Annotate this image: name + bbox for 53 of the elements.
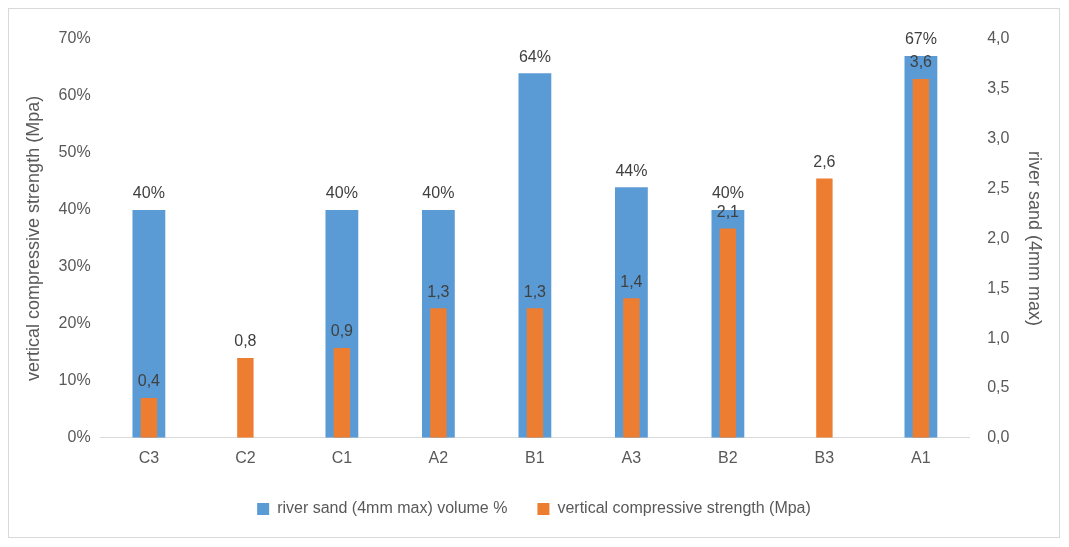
legend-label: vertical compressive strength (Mpa) bbox=[557, 499, 811, 517]
data-label: 1,4 bbox=[620, 272, 643, 290]
y-tick-label: 60% bbox=[58, 86, 91, 104]
bar bbox=[140, 397, 158, 438]
bar bbox=[526, 308, 544, 438]
x-tick-label: B3 bbox=[814, 448, 835, 466]
x-tick-label: C2 bbox=[235, 448, 256, 466]
y-tick-label: 0% bbox=[67, 428, 91, 446]
data-label: 1,3 bbox=[523, 282, 547, 300]
x-tick-label: A2 bbox=[428, 448, 449, 466]
data-label: 67% bbox=[904, 30, 937, 48]
x-tick-label: C3 bbox=[138, 448, 160, 466]
bar bbox=[816, 178, 833, 438]
data-label: 3,6 bbox=[909, 53, 933, 71]
data-label: 40% bbox=[132, 184, 165, 202]
y-tick-label: 10% bbox=[58, 371, 91, 389]
y-tick-label: 40% bbox=[58, 200, 91, 218]
data-label: 64% bbox=[518, 47, 551, 65]
y2-tick-label: 4,0 bbox=[987, 29, 1010, 47]
data-label: 0,4 bbox=[137, 372, 161, 390]
data-label: 2,6 bbox=[813, 152, 836, 170]
y2-tick-label: 2,5 bbox=[987, 178, 1010, 196]
y2-tick-label: 3,0 bbox=[987, 129, 1010, 147]
bar bbox=[237, 358, 254, 438]
y2-tick-label: 2,0 bbox=[987, 228, 1010, 246]
x-tick-label: B1 bbox=[525, 448, 545, 466]
y-axis-title: vertical compressive strength (Mpa) bbox=[22, 95, 43, 381]
y-tick-label: 70% bbox=[58, 29, 91, 47]
data-label: 40% bbox=[422, 184, 455, 202]
x-tick-label: A1 bbox=[911, 448, 931, 466]
y2-axis-title: river sand (4mm max) bbox=[1025, 150, 1046, 326]
y-tick-label: 20% bbox=[58, 314, 91, 332]
data-label: 40% bbox=[325, 184, 358, 202]
bar bbox=[430, 308, 447, 438]
data-label: 40% bbox=[711, 184, 744, 202]
y-tick-label: 30% bbox=[58, 257, 91, 275]
data-label: 44% bbox=[615, 161, 648, 179]
y-tick-label: 50% bbox=[58, 143, 91, 161]
y2-tick-label: 3,5 bbox=[987, 79, 1010, 97]
x-tick-label: A3 bbox=[621, 448, 642, 466]
legend-label: river sand (4mm max) volume % bbox=[277, 499, 508, 517]
y2-tick-label: 0,5 bbox=[987, 378, 1010, 396]
data-label: 1,3 bbox=[427, 282, 450, 300]
bar bbox=[132, 209, 166, 438]
bar bbox=[623, 298, 640, 438]
y2-tick-label: 1,5 bbox=[987, 278, 1010, 296]
data-label: 0,8 bbox=[234, 332, 257, 350]
x-tick-label: C1 bbox=[331, 448, 353, 466]
data-label: 0,9 bbox=[330, 322, 354, 340]
y2-tick-label: 0,0 bbox=[987, 428, 1010, 446]
x-tick-label: B2 bbox=[718, 448, 738, 466]
bar bbox=[333, 348, 351, 438]
y2-tick-label: 1,0 bbox=[987, 328, 1010, 346]
